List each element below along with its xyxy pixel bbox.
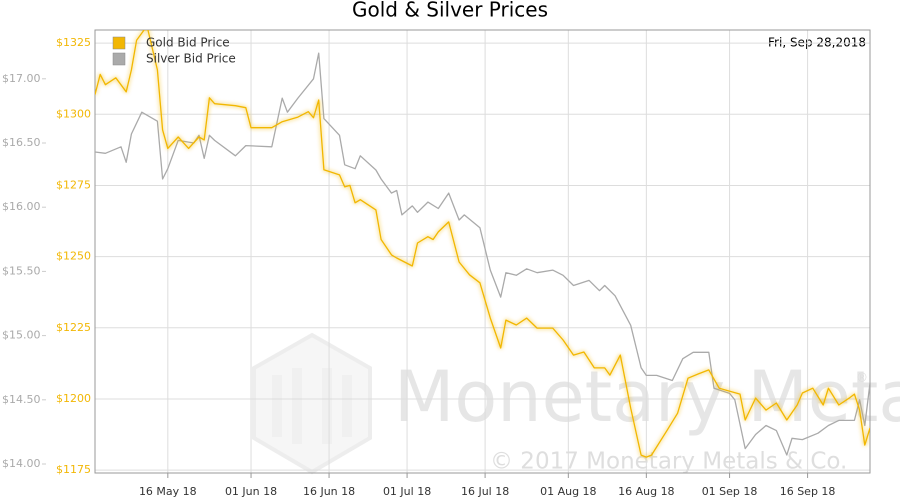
date-label: Fri, Sep 28,2018 [768, 36, 866, 50]
legend-label: Silver Bid Price [146, 52, 236, 66]
watermark-logo [252, 332, 372, 475]
x-tick-label: 16 May 18 [139, 485, 197, 498]
y-tick-label: $14.50 [2, 393, 41, 406]
x-tick-label: 01 Aug 18 [540, 485, 596, 498]
y-tick-label: $17.00 [2, 72, 41, 85]
y2-tick-label: $1250 [56, 250, 91, 263]
x-tick-label: 01 Jul 18 [383, 485, 431, 498]
x-tick-label: 01 Jun 18 [225, 485, 277, 498]
watermark-registered: ® [856, 371, 868, 385]
legend-swatch [112, 36, 126, 50]
x-tick-label: 16 Jul 18 [461, 485, 509, 498]
y2-tick-label: $1275 [56, 178, 91, 191]
y-tick-label: $14.00 [2, 457, 41, 470]
y-tick-label: $15.00 [2, 329, 41, 342]
series-line [95, 52, 870, 456]
plot-area [95, 30, 870, 458]
series-line [95, 30, 870, 458]
y2-tick-label: $1325 [56, 36, 91, 49]
legend-label: Gold Bid Price [146, 36, 230, 50]
chart-title: Gold & Silver Prices [352, 0, 548, 22]
plot-border [94, 29, 871, 474]
y2-tick-label: $1200 [56, 392, 91, 405]
y2-tick-label: $1300 [56, 107, 91, 120]
y-tick-label: $15.50 [2, 264, 41, 277]
y-tick-label: $16.00 [2, 200, 41, 213]
y2-tick-label: $1175 [56, 463, 91, 476]
x-tick-label: 01 Sep 18 [702, 485, 758, 498]
y-tick-label: $16.50 [2, 136, 41, 149]
legend-swatch [112, 52, 126, 66]
x-tick-label: 16 Aug 18 [618, 485, 674, 498]
x-tick-label: 16 Sep 18 [780, 485, 836, 498]
watermark-text: Monetary Metals [394, 356, 900, 438]
x-tick-label: 16 Jun 18 [303, 485, 355, 498]
y2-tick-label: $1225 [56, 321, 91, 334]
